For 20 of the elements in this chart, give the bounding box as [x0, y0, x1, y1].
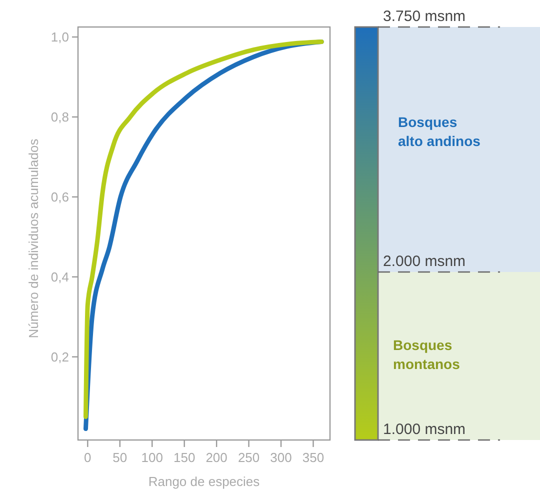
y-tick-label: 1,0 — [50, 29, 69, 44]
x-tick-label: 150 — [173, 450, 196, 465]
y-tick-label: 0,6 — [50, 189, 69, 204]
text: Bosques montanos — [393, 337, 460, 372]
x-axis-title: Rango de especies — [148, 474, 260, 489]
x-tick-label: 50 — [112, 450, 128, 465]
y-tick-label: 0,8 — [50, 109, 69, 124]
x-tick-label: 350 — [302, 450, 324, 465]
x-tick-label: 200 — [206, 450, 228, 465]
x-tick-label: 250 — [238, 450, 260, 465]
x-tick-label: 300 — [270, 450, 292, 465]
text: 1.000 msnm — [383, 421, 466, 438]
text: Bosques alto andinos — [398, 114, 481, 149]
text: 3.750 msnm — [383, 8, 466, 25]
x-tick-label: 0 — [84, 450, 92, 465]
text: 2.000 msnm — [383, 253, 466, 270]
y-tick-label: 0,2 — [50, 349, 69, 364]
x-tick-label: 100 — [141, 450, 163, 465]
y-axis-title: Número de individuos acumulados — [26, 138, 41, 338]
y-tick-label: 0,4 — [50, 269, 69, 284]
